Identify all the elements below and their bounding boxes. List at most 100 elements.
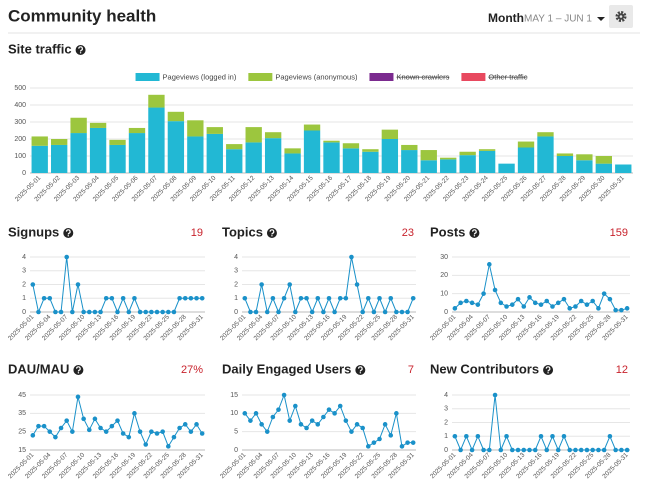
point xyxy=(166,309,171,315)
point xyxy=(171,309,177,315)
chart-title: Daily Engaged Users xyxy=(222,361,351,376)
bar-segment xyxy=(401,144,418,151)
y-tick-label: 30 xyxy=(440,254,448,261)
point xyxy=(337,295,343,301)
bar-segment xyxy=(70,117,87,134)
y-tick-label: 1 xyxy=(234,295,238,302)
help-icon-dot xyxy=(271,235,273,237)
bar-segment xyxy=(187,136,204,173)
point xyxy=(36,423,41,429)
y-tick-label: 0 xyxy=(234,447,238,454)
chart-title: Topics xyxy=(222,224,263,239)
point xyxy=(248,418,253,423)
point xyxy=(109,295,115,301)
bar-segment xyxy=(537,132,554,137)
point xyxy=(154,431,160,436)
bar-segment xyxy=(89,127,107,173)
point xyxy=(464,433,469,439)
point xyxy=(399,309,405,315)
bar-segment xyxy=(595,156,612,164)
bar-segment xyxy=(89,122,107,128)
point xyxy=(120,295,126,301)
point xyxy=(343,295,349,301)
point xyxy=(360,309,365,315)
bar-segment xyxy=(264,138,282,173)
point xyxy=(596,447,601,453)
point xyxy=(248,309,253,315)
point xyxy=(515,296,521,302)
period-label[interactable]: Month xyxy=(488,11,524,25)
point xyxy=(590,447,595,453)
y-tick-label: 4 xyxy=(234,254,238,261)
bar-segment xyxy=(128,133,146,173)
y-tick-label: 1 xyxy=(444,433,448,440)
point xyxy=(567,447,573,453)
point xyxy=(371,309,377,315)
point xyxy=(298,295,304,301)
y-tick-label: 10 xyxy=(230,410,238,417)
point xyxy=(624,306,630,311)
y-tick-label: 0 xyxy=(444,309,448,316)
page-title: Community health xyxy=(8,6,156,25)
point xyxy=(555,447,561,453)
point xyxy=(590,298,595,304)
point xyxy=(326,295,332,301)
point xyxy=(475,302,481,307)
bar-segment xyxy=(245,127,262,143)
point xyxy=(315,295,321,301)
y-tick-label: 0 xyxy=(234,309,238,316)
bar-segment xyxy=(556,153,574,156)
point xyxy=(619,307,624,313)
point xyxy=(109,423,115,429)
bar-segment xyxy=(245,142,262,173)
point xyxy=(326,407,332,412)
point xyxy=(304,295,309,301)
bar-segment xyxy=(187,120,204,137)
point xyxy=(160,429,165,434)
help-icon-glyph xyxy=(65,229,71,235)
point xyxy=(371,440,377,445)
period-range[interactable]: MAY 1 – JUN 1 xyxy=(524,14,592,25)
bar-segment xyxy=(556,156,574,173)
bar-segment xyxy=(323,142,340,173)
point xyxy=(521,447,527,453)
point xyxy=(382,422,388,427)
chart-total: 7 xyxy=(408,364,414,376)
bar-segment xyxy=(362,149,379,152)
point xyxy=(487,447,492,453)
chart-total: 23 xyxy=(402,227,414,239)
point xyxy=(98,425,103,431)
point xyxy=(58,425,64,431)
point xyxy=(103,429,109,434)
dropdown-caret[interactable] xyxy=(597,17,605,21)
point xyxy=(166,444,171,449)
y-tick-label: 4 xyxy=(22,254,26,261)
point xyxy=(264,309,270,315)
bar-segment xyxy=(440,159,457,173)
point xyxy=(253,309,259,315)
point xyxy=(394,309,399,315)
point xyxy=(538,433,544,439)
point xyxy=(377,436,382,442)
point xyxy=(405,440,410,445)
point xyxy=(259,282,264,287)
point xyxy=(81,416,86,422)
bar-segment xyxy=(517,141,535,148)
point xyxy=(544,298,550,304)
bar-segment xyxy=(303,124,321,131)
help-icon-dot xyxy=(77,372,80,374)
bar-segment xyxy=(517,147,535,173)
bar-segment xyxy=(576,160,593,173)
point xyxy=(64,418,69,423)
chart-title: Posts xyxy=(430,224,465,239)
point xyxy=(194,295,199,301)
point xyxy=(86,427,92,433)
point xyxy=(550,304,555,309)
y-tick-label: 300 xyxy=(14,119,26,126)
point xyxy=(75,282,81,287)
y-tick-label: 2 xyxy=(444,419,448,426)
point xyxy=(242,411,248,416)
point xyxy=(98,309,103,315)
point xyxy=(92,309,98,315)
point xyxy=(498,447,504,453)
